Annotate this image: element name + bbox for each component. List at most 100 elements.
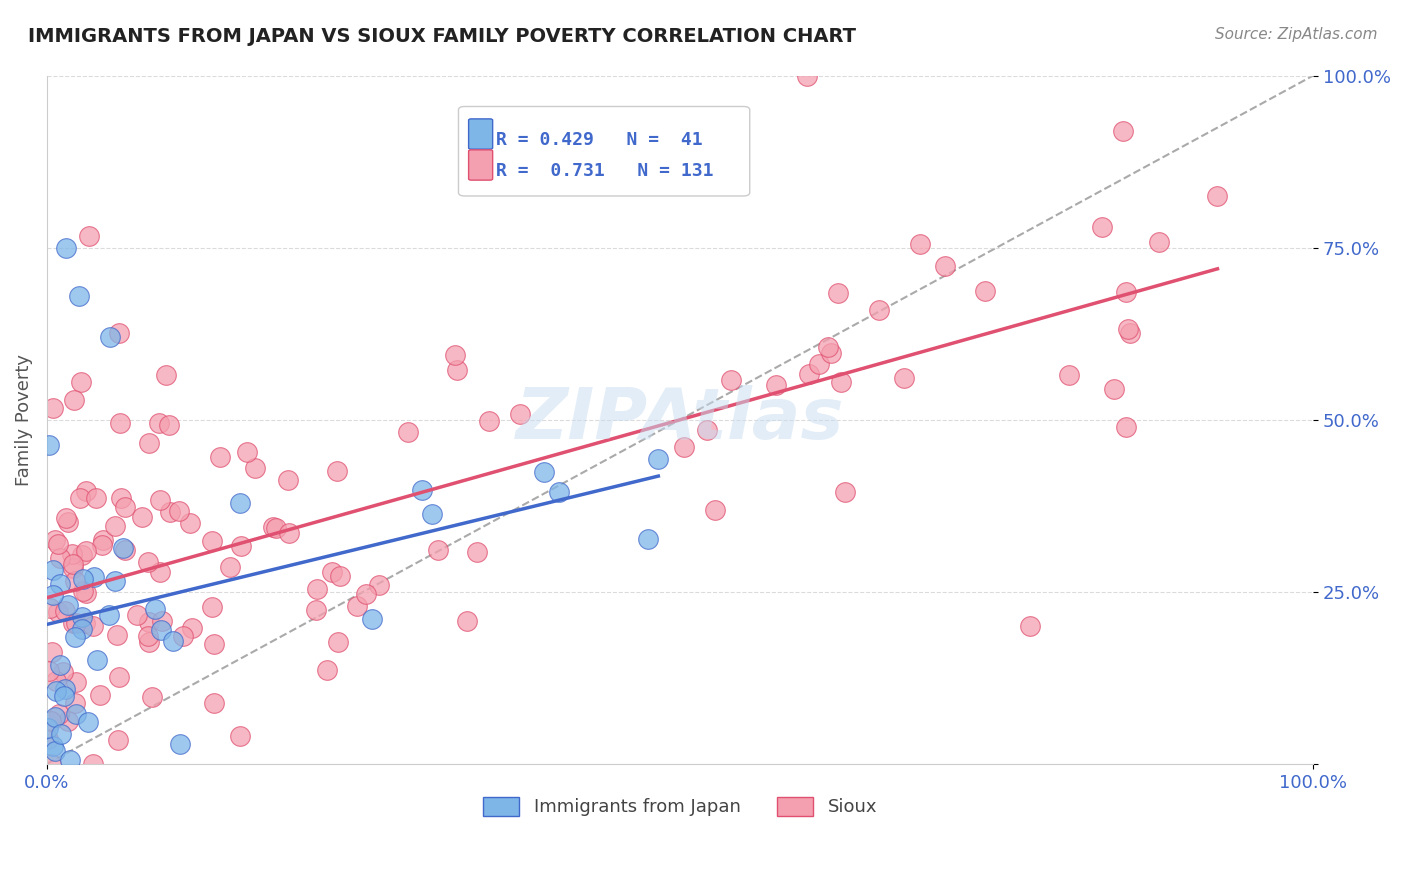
FancyBboxPatch shape [468,119,492,149]
Point [56,714,79,728]
Point [63,696,86,710]
Point [201,599,224,614]
Point [138,635,160,649]
Point [157,417,180,432]
Point [42,401,65,415]
Point [277,525,299,540]
Point [38,664,60,678]
Point [114,543,136,558]
Point [49,576,72,591]
Legend: Immigrants from Japan, Sioux: Immigrants from Japan, Sioux [477,789,884,823]
Point [45,674,67,689]
Point [368,578,391,592]
Point [235,445,257,459]
Point [162,633,184,648]
Point [53,681,76,696]
Point [893,371,915,385]
Point [48,605,70,619]
Point [53,604,76,618]
Point [77,228,100,243]
Point [179,516,201,530]
Point [696,423,718,437]
Point [974,284,997,298]
Point [229,729,252,743]
Point [70,622,93,636]
Point [1206,189,1229,203]
Point [834,484,856,499]
FancyBboxPatch shape [468,150,492,180]
Point [75,616,97,631]
Point [136,556,159,570]
Point [52,665,75,680]
Point [41,645,63,659]
Point [108,326,131,340]
Point [41,588,63,602]
Point [127,607,149,622]
Point [72,572,94,586]
Point [218,560,240,574]
Point [148,417,170,431]
Point [150,624,173,638]
Point [38,438,60,452]
Point [63,630,86,644]
Point [169,737,191,751]
Point [797,367,820,381]
Point [131,510,153,524]
Point [329,569,352,583]
Point [114,500,136,514]
Point [673,440,696,454]
Point [326,634,349,648]
Point [90,538,112,552]
Point [39,756,62,771]
Point [70,376,93,390]
Point [830,376,852,390]
Point [509,407,531,421]
Point [60,547,83,561]
Text: IMMIGRANTS FROM JAPAN VS SIOUX FAMILY POVERTY CORRELATION CHART: IMMIGRANTS FROM JAPAN VS SIOUX FAMILY PO… [28,27,856,45]
Point [1057,368,1080,383]
Point [65,674,87,689]
Text: Source: ZipAtlas.com: Source: ZipAtlas.com [1215,27,1378,42]
Point [172,629,194,643]
Point [39,600,62,615]
Point [53,689,76,703]
Point [67,289,90,303]
Point [63,574,86,588]
Point [108,669,131,683]
Point [1091,220,1114,235]
Point [808,358,831,372]
Point [45,683,67,698]
Point [89,688,111,702]
Point [39,714,62,729]
Point [315,664,337,678]
Point [817,340,839,354]
Point [326,464,349,478]
Point [59,753,82,767]
Point [202,696,225,710]
Point [138,615,160,629]
Point [49,550,72,565]
Point [86,491,108,505]
Point [44,533,66,548]
Point [62,557,84,571]
Point [104,519,127,533]
Point [70,609,93,624]
Point [136,629,159,643]
Point [159,505,181,519]
Point [231,539,253,553]
Point [910,237,932,252]
Point [420,507,443,521]
Point [868,303,890,318]
Point [112,541,135,556]
Point [208,450,231,465]
Point [361,611,384,625]
Point [62,561,84,575]
Point [44,744,66,758]
Point [1112,123,1135,137]
Point [465,545,488,559]
Point [141,690,163,705]
Point [82,756,104,771]
Text: R =  0.731   N = 131: R = 0.731 N = 131 [496,161,714,179]
Point [305,603,328,617]
Point [77,714,100,729]
